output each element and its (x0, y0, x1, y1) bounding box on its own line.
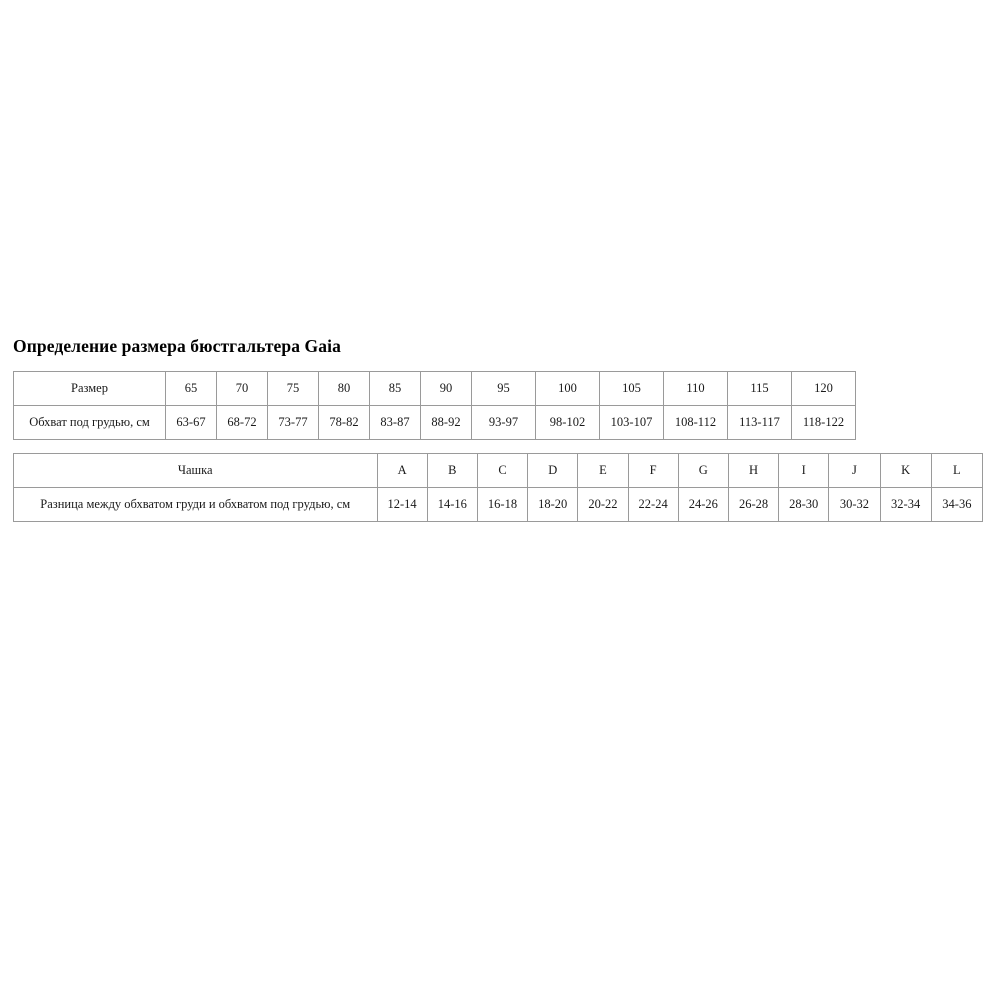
underbust-cell: 93-97 (471, 405, 536, 440)
cup-difference-cell: 22-24 (627, 487, 679, 522)
underbust-cell: 78-82 (318, 405, 370, 440)
cup-difference-cell: 20-22 (577, 487, 629, 522)
cup-header-cell: E (577, 453, 629, 488)
cup-table-row-label: Разница между обхватом груди и обхватом … (13, 487, 378, 522)
table-row: Чашка A B C D E F G H I J K L (13, 453, 984, 488)
cup-header-cell: G (677, 453, 729, 488)
cup-difference-cell: 12-14 (376, 487, 428, 522)
underbust-cell: 63-67 (165, 405, 217, 440)
underbust-cell: 108-112 (663, 405, 728, 440)
underbust-cell: 98-102 (535, 405, 600, 440)
cup-header-cell: B (426, 453, 478, 488)
size-guide-container: Определение размера бюстгальтера Gaia Ра… (13, 336, 988, 522)
band-size-header-cell: 110 (663, 371, 728, 406)
underbust-cell: 103-107 (599, 405, 664, 440)
cup-difference-cell: 34-36 (930, 487, 984, 522)
table-row: Обхват под грудью, см 63-67 68-72 73-77 … (13, 405, 856, 440)
band-size-header-cell: 115 (727, 371, 792, 406)
table-row: Разница между обхватом груди и обхватом … (13, 487, 984, 522)
band-size-header-cell: 100 (535, 371, 600, 406)
band-size-header-cell: 95 (471, 371, 536, 406)
underbust-cell: 68-72 (216, 405, 268, 440)
cup-difference-cell: 32-34 (879, 487, 932, 522)
cup-difference-cell: 18-20 (527, 487, 579, 522)
band-size-header-cell: 70 (216, 371, 268, 406)
cup-header-cell: J (828, 453, 881, 488)
band-size-header-cell: 80 (318, 371, 370, 406)
cup-difference-cell: 26-28 (727, 487, 780, 522)
band-size-header-cell: 120 (791, 371, 856, 406)
band-size-header-cell: 90 (420, 371, 472, 406)
cup-difference-cell: 30-32 (828, 487, 881, 522)
band-size-header-cell: 65 (165, 371, 217, 406)
underbust-cell: 73-77 (267, 405, 319, 440)
band-table-row-label: Обхват под грудью, см (13, 405, 166, 440)
cup-difference-cell: 16-18 (476, 487, 529, 522)
cup-header-cell: K (879, 453, 932, 488)
band-table-header-label: Размер (13, 371, 166, 406)
cup-header-cell: C (476, 453, 529, 488)
cup-difference-cell: 28-30 (778, 487, 830, 522)
underbust-cell: 88-92 (420, 405, 472, 440)
page-title: Определение размера бюстгальтера Gaia (13, 336, 341, 356)
cup-table-header-label: Чашка (13, 453, 378, 488)
table-row: Размер 65 70 75 80 85 90 95 100 105 110 … (13, 371, 856, 406)
underbust-cell: 113-117 (727, 405, 792, 440)
cup-header-cell: I (778, 453, 830, 488)
cup-difference-cell: 24-26 (677, 487, 729, 522)
cup-header-cell: D (527, 453, 579, 488)
band-size-header-cell: 85 (369, 371, 421, 406)
band-size-table: Размер 65 70 75 80 85 90 95 100 105 110 … (13, 371, 856, 440)
underbust-cell: 83-87 (369, 405, 421, 440)
cup-header-cell: H (727, 453, 780, 488)
cup-header-cell: A (376, 453, 428, 488)
cup-header-cell: L (930, 453, 984, 488)
cup-header-cell: F (627, 453, 679, 488)
cup-size-table: Чашка A B C D E F G H I J K L Разница ме… (13, 453, 984, 522)
underbust-cell: 118-122 (791, 405, 856, 440)
band-size-header-cell: 105 (599, 371, 664, 406)
band-size-header-cell: 75 (267, 371, 319, 406)
cup-difference-cell: 14-16 (426, 487, 478, 522)
